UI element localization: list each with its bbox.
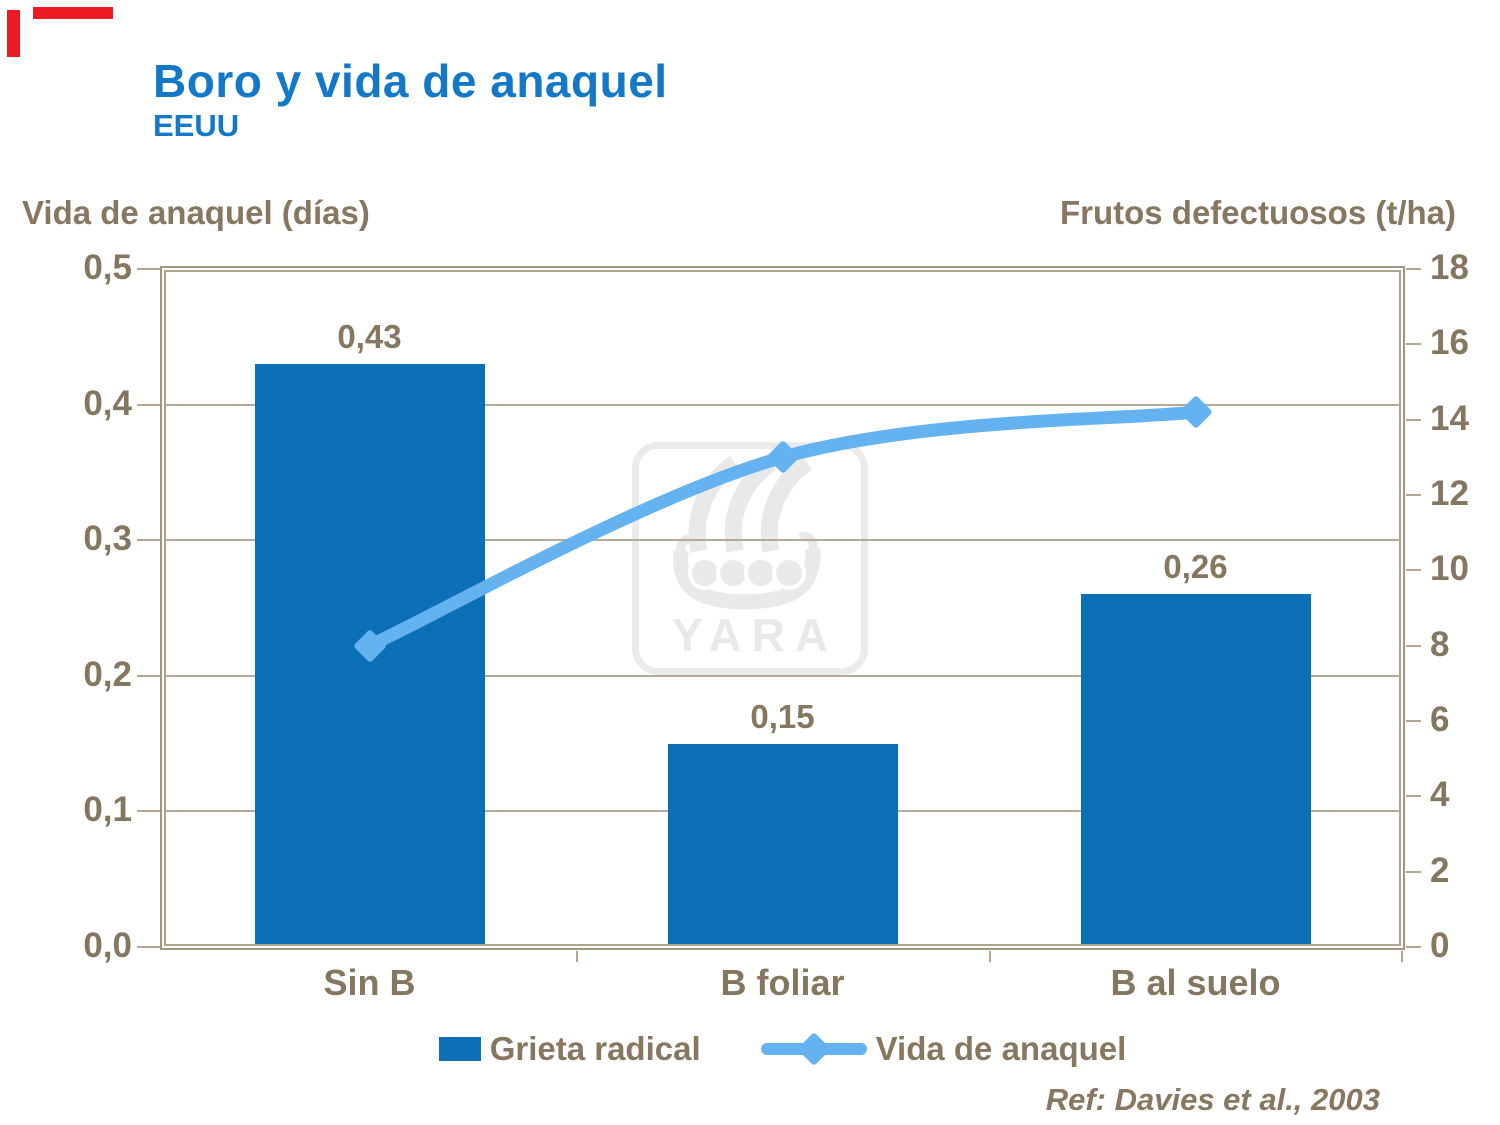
- bar-value-label: 0,15: [750, 697, 815, 735]
- shelf-life-line: [363, 405, 1202, 653]
- gridline: [163, 403, 1402, 406]
- x-axis-tickmark: [1401, 951, 1403, 962]
- x-axis-category-label: B foliar: [720, 962, 845, 1003]
- x-axis-category-label: Sin B: [323, 962, 416, 1003]
- page-subtitle: EEUU: [153, 108, 240, 143]
- left-axis-tickmark: [137, 539, 160, 542]
- x-axis-category-label: B al suelo: [1110, 962, 1281, 1003]
- legend-diamond-icon: [796, 1032, 831, 1066]
- gridline: [163, 674, 1402, 677]
- right-axis-tick-label: 14: [1430, 398, 1469, 438]
- right-axis-tick-label: 12: [1430, 474, 1469, 514]
- legend-label-grieta-radical: Grieta radical: [489, 1030, 701, 1067]
- right-axis-tick-label: 18: [1430, 248, 1469, 288]
- gridline: [163, 539, 1402, 542]
- right-axis-tick-label: 4: [1430, 775, 1450, 815]
- left-axis-tick-label: 0,4: [83, 383, 132, 423]
- left-axis-title: Vida de anaquel (días): [22, 194, 370, 231]
- legend-label-vida-de-anaquel: Vida de anaquel: [875, 1030, 1127, 1067]
- left-axis-tick-label: 0,0: [83, 926, 132, 966]
- yara-watermark-text: YARA: [671, 609, 839, 661]
- right-axis-tickmark: [1406, 268, 1421, 270]
- right-axis-tickmark: [1406, 795, 1421, 798]
- right-axis-tickmark: [1406, 494, 1421, 496]
- legend: Grieta radical Vida de anaquel: [160, 1030, 1405, 1068]
- page-title: Boro y vida de anaquel: [153, 55, 668, 107]
- x-axis-tickmark: [989, 951, 991, 962]
- right-axis-tick-label: 6: [1430, 700, 1450, 740]
- legend-line-marker: [760, 1032, 867, 1066]
- bar-value-label: 0,26: [1163, 548, 1228, 586]
- yara-watermark: YARA: [632, 442, 868, 675]
- right-axis-tick-label: 10: [1430, 549, 1469, 589]
- legend-item-vida-de-anaquel: Vida de anaquel: [760, 1030, 1127, 1068]
- right-axis-title: Frutos defectuosos (t/ha): [1059, 194, 1456, 231]
- plot-area: YARA 0,43 0,15 0,26: [163, 269, 1402, 947]
- right-axis-tickmark: [1406, 720, 1421, 722]
- right-axis-tick-label: 2: [1430, 850, 1450, 890]
- right-axis-tickmark: [1406, 946, 1421, 948]
- left-axis-tick-label: 0,1: [83, 790, 132, 830]
- bar-B al suelo: [1080, 594, 1311, 947]
- left-axis-tickmark: [137, 674, 160, 677]
- right-axis-tickmark: [1406, 644, 1421, 647]
- left-axis-tickmark: [137, 810, 160, 813]
- bar-B foliar: [667, 743, 898, 947]
- right-axis-tickmark: [1406, 870, 1421, 873]
- reference-citation: Ref: Davies et al., 2003: [1045, 1082, 1380, 1117]
- left-axis-tickmark: [137, 403, 160, 406]
- corner-mark-horizontal: [33, 7, 113, 19]
- right-axis-tickmark: [1406, 418, 1421, 421]
- right-axis-tick-label: 0: [1430, 926, 1450, 966]
- left-axis-tickmark: [137, 268, 160, 270]
- x-axis-tickmark: [576, 951, 578, 962]
- left-axis-tick-label: 0,3: [83, 519, 132, 559]
- right-axis-tick-label: 16: [1430, 323, 1469, 363]
- bar-value-label: 0,43: [337, 317, 402, 355]
- yara-ship-icon: [673, 455, 821, 610]
- right-axis-tick-label: 8: [1430, 624, 1450, 664]
- corner-mark-vertical: [7, 10, 20, 57]
- right-axis-tickmark: [1406, 569, 1421, 572]
- legend-item-grieta-radical: Grieta radical: [438, 1030, 701, 1068]
- left-axis-tick-label: 0,2: [83, 654, 132, 694]
- legend-bar-swatch: [438, 1037, 481, 1061]
- left-axis-tickmark: [137, 946, 160, 948]
- left-axis-tick-label: 0,5: [83, 248, 132, 288]
- right-axis-tickmark: [1406, 343, 1421, 346]
